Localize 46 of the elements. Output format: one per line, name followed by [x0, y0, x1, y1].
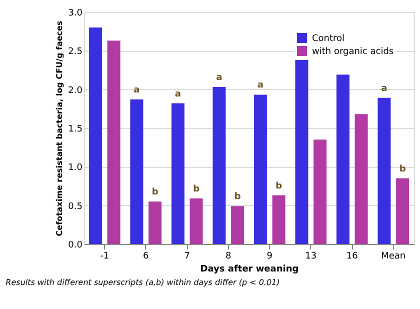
y-tick-label: 1.5	[68, 124, 82, 134]
bar	[336, 74, 350, 244]
annotation: a	[174, 89, 181, 100]
x-tick-label: -1	[100, 252, 110, 262]
x-tick-label: 16	[346, 252, 358, 262]
y-tick-label: 2.0	[68, 86, 83, 96]
bar	[378, 98, 391, 244]
x-tick-label: 7	[184, 252, 190, 262]
bar	[171, 103, 184, 244]
y-tick-label: 0.0	[68, 240, 83, 250]
x-tick-label: 9	[266, 252, 273, 262]
x-tick-label: 6	[143, 252, 150, 262]
y-tick-label: 3.0	[68, 8, 83, 18]
x-tick-label: Mean	[381, 252, 406, 262]
y-axis-title: Cefotaxime resistant bacteria, log CFU/g faeces	[55, 20, 64, 236]
annotation: b	[152, 187, 159, 198]
bar	[231, 206, 244, 244]
x-tick-label: 8	[226, 252, 232, 262]
bar	[190, 198, 203, 244]
bar	[130, 99, 144, 244]
annotation: b	[276, 181, 283, 192]
bar	[254, 94, 267, 244]
bar	[314, 140, 327, 244]
bar	[107, 40, 120, 244]
annotation: b	[193, 184, 200, 194]
y-tick-label: 2.5	[68, 47, 82, 58]
bar	[88, 27, 102, 244]
x-tick-label: 13	[305, 252, 317, 262]
annotation: a	[134, 85, 140, 96]
bar	[212, 87, 226, 244]
bar	[396, 178, 410, 244]
x-axis-title: Days after weaning	[200, 264, 299, 274]
bar	[354, 114, 368, 244]
legend-label: Control	[312, 34, 345, 44]
annotation: a	[216, 73, 222, 84]
text: Results with different superscripts (a,b) within days differ (p < 0.01)	[6, 278, 280, 287]
annotation: b	[399, 164, 406, 174]
y-tick-label: 1.0	[68, 163, 83, 174]
y-tick-label: 0.5	[68, 202, 82, 212]
annotation: b	[234, 192, 242, 202]
bar	[295, 60, 308, 244]
legend-label: with organic acids	[312, 47, 394, 57]
annotation: a	[257, 80, 264, 91]
bar	[148, 201, 162, 244]
annotation: a	[381, 84, 388, 94]
bar	[272, 195, 286, 244]
